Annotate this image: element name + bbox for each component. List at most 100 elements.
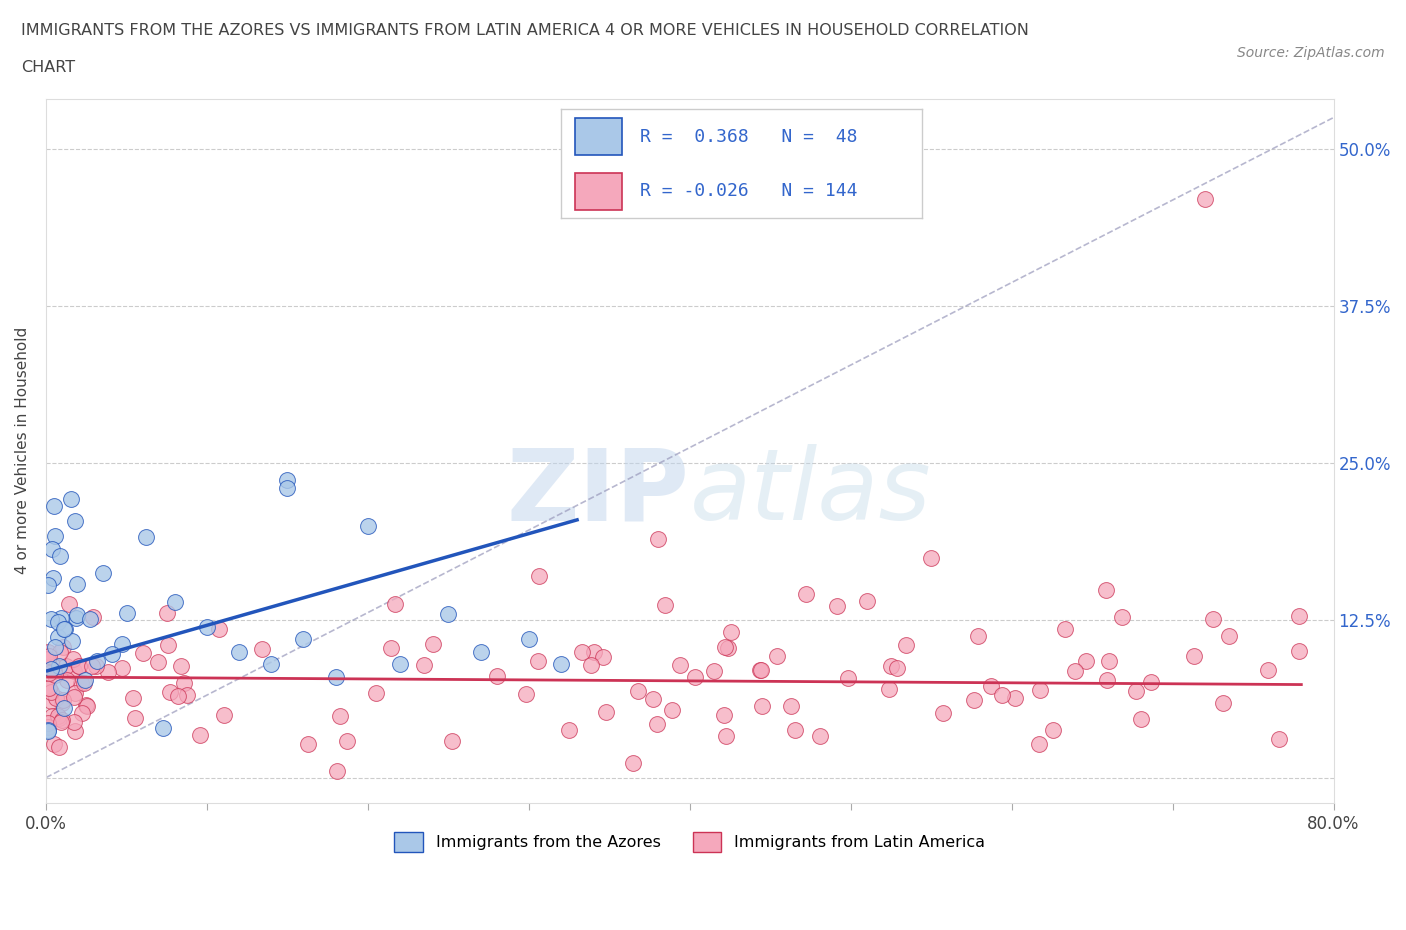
Point <box>111 660 134 675</box>
Point <box>70 675 93 690</box>
Point <box>260 657 283 671</box>
Point <box>53 622 76 637</box>
Point <box>111 637 134 652</box>
Point <box>703 664 725 679</box>
Point <box>583 644 606 659</box>
Point <box>1042 723 1064 737</box>
Point <box>894 638 917 653</box>
Point <box>152 720 174 735</box>
Point <box>713 707 735 722</box>
Point <box>276 481 298 496</box>
Point <box>384 596 406 611</box>
Point <box>963 693 986 708</box>
Point <box>621 755 644 770</box>
Point <box>654 598 676 613</box>
Point <box>159 684 181 699</box>
Point <box>93 566 115 581</box>
Point <box>49 680 72 695</box>
Point <box>79 611 101 626</box>
Point <box>325 670 347 684</box>
Point <box>38 666 60 681</box>
Point <box>932 705 955 720</box>
Point <box>49 644 72 659</box>
Point <box>886 661 908 676</box>
Point <box>486 669 509 684</box>
Point <box>212 707 235 722</box>
Point <box>389 657 412 671</box>
Point <box>329 709 352 724</box>
Point <box>156 637 179 652</box>
Point <box>794 586 817 601</box>
Point <box>1125 684 1147 698</box>
Point <box>66 576 89 591</box>
Point <box>37 680 59 695</box>
Point <box>63 513 86 528</box>
Point <box>53 621 76 636</box>
Point <box>42 737 65 751</box>
Point <box>170 658 193 673</box>
Point <box>66 607 89 622</box>
Point <box>440 734 463 749</box>
Point <box>44 668 66 683</box>
Point <box>825 598 848 613</box>
Point <box>38 649 60 664</box>
Point <box>515 686 537 701</box>
Point <box>713 639 735 654</box>
Point <box>1182 648 1205 663</box>
Point <box>364 685 387 700</box>
Point <box>37 723 59 737</box>
Point <box>51 713 73 728</box>
Point <box>48 658 70 673</box>
Point <box>669 658 692 672</box>
Point <box>45 691 67 706</box>
Point <box>412 658 434 672</box>
Text: ZIP: ZIP <box>508 445 690 541</box>
Point <box>550 657 572 671</box>
Point <box>1140 674 1163 689</box>
Point <box>437 606 460 621</box>
Point <box>967 629 990 644</box>
Point <box>1212 696 1234 711</box>
Point <box>1076 653 1098 668</box>
Point <box>39 684 62 699</box>
Point <box>785 723 807 737</box>
Point <box>38 660 60 675</box>
Point <box>60 492 83 507</box>
Point <box>1202 612 1225 627</box>
Point <box>49 610 72 625</box>
Point <box>41 709 63 724</box>
Point <box>124 711 146 725</box>
Point <box>48 711 70 725</box>
Point <box>46 709 69 724</box>
Point <box>37 719 59 734</box>
Point <box>1288 644 1310 658</box>
Point <box>527 568 550 583</box>
Point <box>75 672 97 687</box>
Point <box>65 611 87 626</box>
Point <box>751 698 773 713</box>
Point <box>641 691 664 706</box>
Point <box>1288 608 1310 623</box>
Point <box>579 658 602 672</box>
Point <box>84 658 107 673</box>
Point <box>63 724 86 739</box>
Point <box>920 551 942 565</box>
Point <box>156 605 179 620</box>
Point <box>46 630 69 644</box>
Point <box>39 694 62 709</box>
Point <box>1218 629 1240 644</box>
Point <box>592 649 614 664</box>
Point <box>1029 683 1052 698</box>
Point <box>63 689 86 704</box>
Point <box>1130 712 1153 727</box>
Point <box>97 665 120 680</box>
Point <box>626 684 648 698</box>
Point <box>1064 664 1087 679</box>
Point <box>779 698 801 713</box>
Point <box>645 716 668 731</box>
Point <box>122 690 145 705</box>
Point <box>683 670 706 684</box>
Text: IMMIGRANTS FROM THE AZORES VS IMMIGRANTS FROM LATIN AMERICA 4 OR MORE VEHICLES I: IMMIGRANTS FROM THE AZORES VS IMMIGRANTS… <box>21 23 1029 38</box>
Point <box>53 700 76 715</box>
Point <box>880 659 903 674</box>
